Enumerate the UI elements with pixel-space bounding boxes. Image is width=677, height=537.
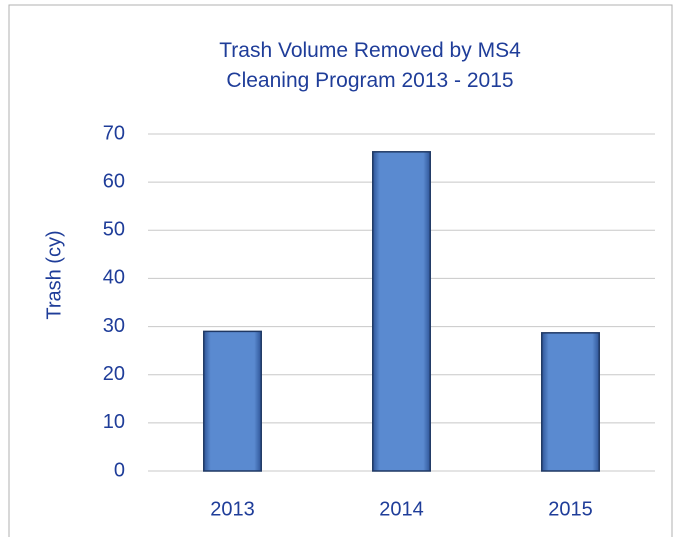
- y-tick-label: 30: [103, 315, 125, 337]
- x-tick-label: 2013: [210, 498, 255, 520]
- bar: [541, 332, 600, 472]
- chart-border: [8, 4, 673, 537]
- y-tick-label: 20: [103, 363, 125, 385]
- y-axis-label: Trash (cy): [43, 230, 65, 319]
- y-tick-label: 0: [114, 459, 125, 481]
- bar: [372, 151, 431, 472]
- y-tick-label: 50: [103, 219, 125, 241]
- y-tick-label: 70: [103, 122, 125, 144]
- bar: [203, 330, 262, 472]
- y-tick-label: 40: [103, 267, 125, 289]
- y-tick-label: 10: [103, 411, 125, 433]
- x-tick-label: 2015: [548, 498, 593, 520]
- y-tick-label: 60: [103, 170, 125, 192]
- chart-title: Trash Volume Removed by MS4 Cleaning Pro…: [219, 39, 521, 92]
- x-tick-label: 2014: [379, 498, 424, 520]
